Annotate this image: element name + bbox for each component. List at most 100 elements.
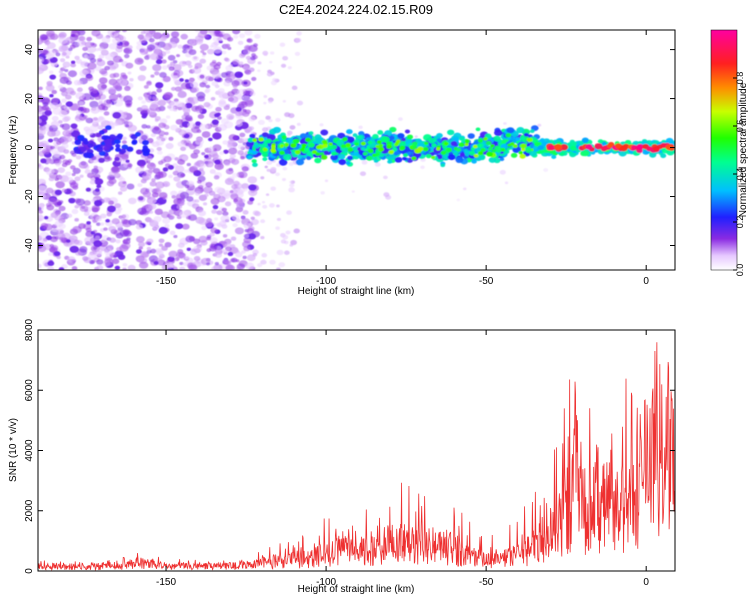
spectrogram-dot (70, 130, 81, 138)
spectrogram-dot (455, 156, 464, 163)
spectrogram-dot (182, 262, 189, 267)
spectrogram-dot (143, 84, 149, 89)
spectrogram-dot (69, 44, 76, 49)
spectrogram-dot (122, 267, 127, 270)
spectrogram-dot (211, 209, 217, 214)
spectrogram-dot (58, 267, 65, 270)
spectrogram-dot (197, 179, 202, 184)
spectrogram-dot (44, 216, 49, 220)
x-tick-label: -50 (479, 276, 494, 287)
spectrogram-dot (121, 140, 127, 145)
spectrogram-dot (82, 256, 89, 261)
spectrogram-dot (243, 233, 250, 239)
spectrogram-dot (235, 121, 243, 127)
spectrogram-dot (152, 225, 159, 230)
spectrogram-dot (121, 30, 127, 33)
spectrogram-dot (97, 125, 104, 130)
spectrogram-dot (283, 153, 292, 161)
spectrogram-dot (38, 118, 42, 124)
spectrogram-dot (124, 54, 130, 59)
spectrogram-dot (46, 204, 55, 211)
spectrogram-dot (224, 201, 232, 207)
spectrogram-dot (196, 104, 205, 111)
spectrogram-dot (126, 183, 135, 190)
spectrogram-dot (375, 144, 381, 149)
spectrogram-dot (86, 221, 91, 225)
spectrogram-dot (127, 71, 132, 75)
spectrogram-dot (235, 218, 241, 223)
spectrogram-dot (170, 86, 177, 91)
spectrogram-dot (61, 98, 67, 103)
spectrogram-dot (95, 48, 100, 52)
spectrogram-dot (450, 141, 458, 147)
spectrogram-dot (520, 143, 527, 149)
spectrogram-dot (216, 210, 223, 216)
x-tick-label: -100 (316, 577, 336, 588)
spectrogram-dot (387, 153, 397, 160)
spectrogram-dot (65, 94, 72, 100)
spectrogram-dot (226, 247, 231, 252)
spectrogram-dot (237, 144, 245, 150)
spectrogram-dot (331, 151, 337, 156)
spectrogram-dot (148, 218, 154, 223)
spectrogram-dot (41, 111, 51, 118)
spectrogram-dot (114, 156, 120, 162)
spectrogram-dot (197, 95, 206, 102)
spectrogram-dot (74, 55, 80, 60)
spectrogram-dot (178, 129, 187, 136)
spectrogram-dot (314, 157, 322, 164)
spectrogram-dot (570, 141, 577, 147)
spectrogram-dot (55, 52, 61, 57)
spectrogram-dot (162, 167, 169, 172)
colorbar-tick-label: 0.4 (735, 168, 745, 181)
spectrogram-dot (225, 74, 236, 82)
spectrogram-dot (491, 149, 497, 153)
spectrogram-dot (79, 246, 88, 253)
spectrogram-dot (93, 240, 103, 248)
spectrogram-dot (214, 252, 223, 258)
spectrogram-dot (469, 150, 476, 156)
snr-series-line (38, 342, 675, 571)
spectrogram-dot (43, 223, 53, 231)
spectrogram-dot (503, 149, 510, 154)
spectrogram-dot (150, 248, 157, 254)
spectrogram-dot (268, 203, 275, 208)
spectrogram-dot (373, 159, 379, 163)
spectrogram-dot (360, 146, 366, 151)
spectrogram-dot (411, 156, 417, 161)
spectrogram-dot (205, 75, 213, 82)
spectrogram-dot (250, 134, 256, 139)
spectrogram-dot (75, 58, 83, 64)
spectrogram-dot (175, 101, 183, 107)
figure-title: C2E4.2024.224.02.15.R09 (279, 2, 433, 17)
spectrogram-dot (569, 151, 577, 158)
spectrogram-dot (436, 138, 442, 143)
spectrogram-dot (308, 131, 314, 136)
spectrogram-dot (350, 152, 355, 156)
spectrogram-dot (40, 238, 48, 244)
spectrogram-dot (173, 78, 178, 82)
spectrogram-dot (253, 144, 260, 149)
spectrogram-dot (89, 100, 99, 108)
spectrogram-dot (282, 100, 287, 103)
spectrogram-dot (112, 37, 121, 44)
spectrogram-dot (456, 147, 462, 152)
spectrogram-dot (414, 135, 418, 138)
spectrogram-dot (170, 124, 178, 131)
spectrogram-dot (208, 163, 214, 168)
spectrogram-dot (279, 42, 286, 47)
spectrogram-dot (187, 122, 196, 129)
spectrogram-dot (179, 261, 184, 266)
x-tick-label: -100 (316, 276, 336, 287)
spectrogram-dot (247, 155, 253, 160)
spectrogram-dot (209, 44, 214, 49)
spectrogram-dot (551, 155, 557, 159)
spectrogram-dot (179, 266, 186, 270)
spectrogram-dot (94, 235, 101, 240)
spectrogram-dot (289, 180, 293, 184)
spectrogram-dot (186, 247, 192, 251)
spectrogram-dot (63, 115, 71, 122)
spectrogram-dot (146, 47, 153, 52)
spectrogram-dot (201, 225, 207, 231)
spectrogram-dot (139, 164, 145, 169)
